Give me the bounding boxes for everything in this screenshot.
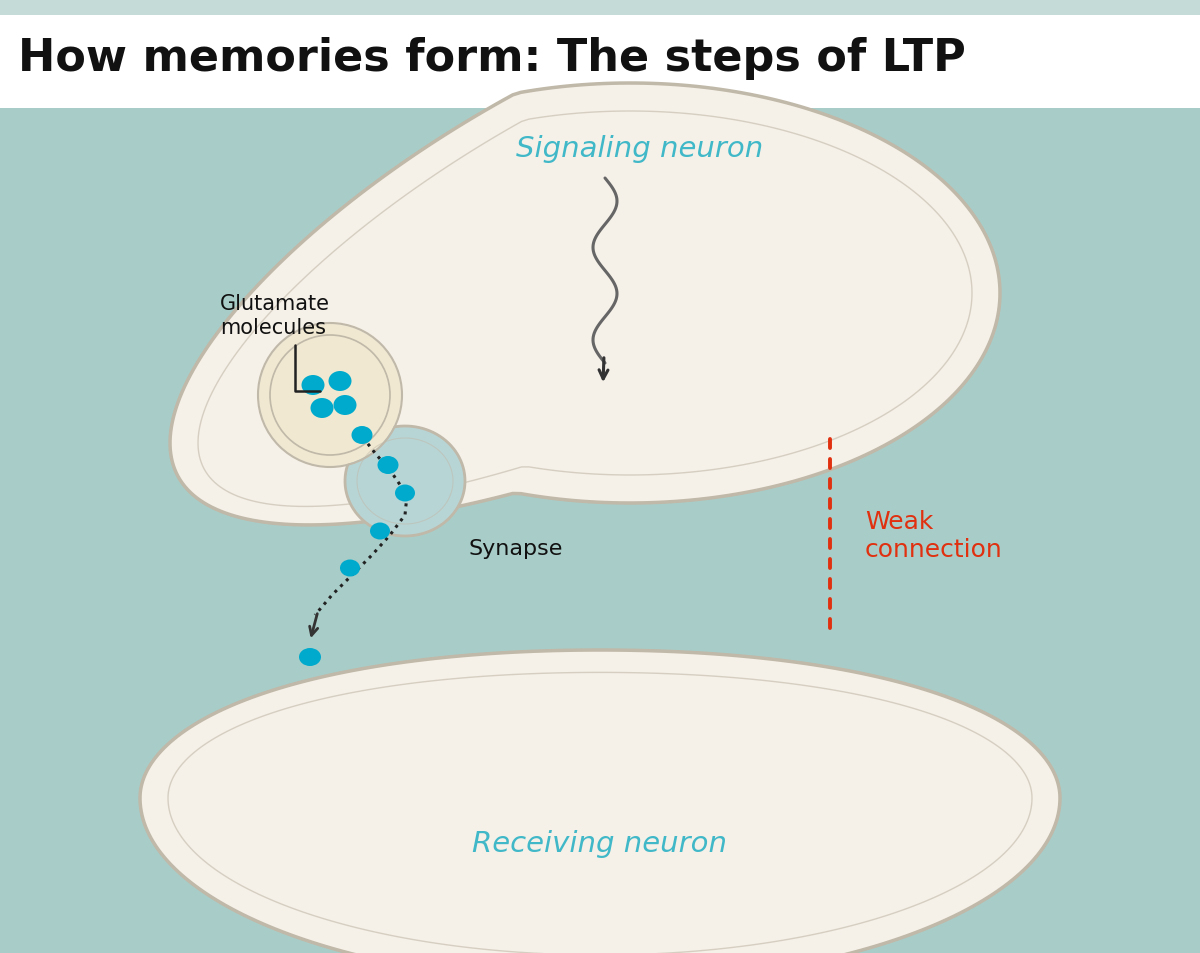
Ellipse shape xyxy=(352,427,372,444)
Text: Receiving neuron: Receiving neuron xyxy=(473,829,727,857)
Ellipse shape xyxy=(378,456,398,475)
FancyBboxPatch shape xyxy=(0,109,1200,953)
Ellipse shape xyxy=(311,398,334,418)
Text: Glutamate
molecules: Glutamate molecules xyxy=(220,294,330,337)
Circle shape xyxy=(259,325,401,467)
Text: How memories form: The steps of LTP: How memories form: The steps of LTP xyxy=(18,37,966,80)
Ellipse shape xyxy=(329,372,352,392)
Ellipse shape xyxy=(301,375,324,395)
FancyBboxPatch shape xyxy=(0,0,1200,16)
Polygon shape xyxy=(140,650,1060,953)
Text: Weak
connection: Weak connection xyxy=(865,510,1003,561)
Ellipse shape xyxy=(299,648,322,666)
Text: Synapse: Synapse xyxy=(468,538,563,558)
Ellipse shape xyxy=(334,395,356,416)
Ellipse shape xyxy=(340,560,360,577)
Ellipse shape xyxy=(395,485,415,502)
Ellipse shape xyxy=(370,523,390,540)
Text: Signaling neuron: Signaling neuron xyxy=(516,135,763,163)
Polygon shape xyxy=(346,427,464,537)
FancyBboxPatch shape xyxy=(0,0,1200,109)
Polygon shape xyxy=(170,84,1000,525)
